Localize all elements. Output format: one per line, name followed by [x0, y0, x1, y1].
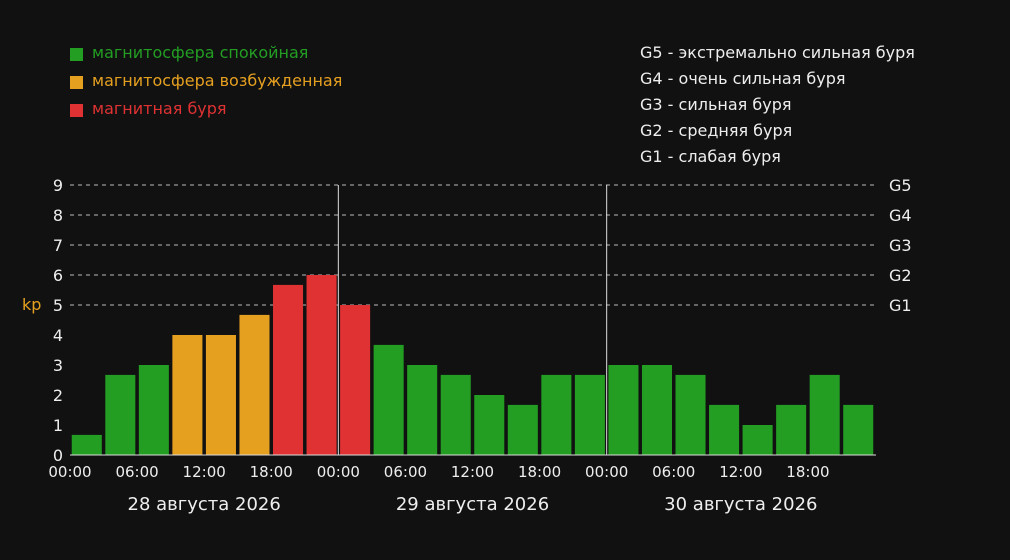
legend-label-calm: магнитосфера спокойная: [92, 43, 308, 62]
legend-swatch-storm: [70, 104, 83, 117]
kp-bar-18: [675, 374, 706, 455]
date-label-2: 30 августа 2026: [664, 494, 817, 515]
kp-bar-5: [239, 314, 270, 455]
y-tick-label-8: 8: [53, 206, 63, 225]
legend-label-excited: магнитосфера возбужденная: [92, 71, 342, 90]
storm-scale-g4: G4 - очень сильная буря: [640, 69, 846, 88]
kp-bar-17: [641, 365, 672, 455]
kp-bar-6: [273, 284, 304, 455]
storm-scale-g5: G5 - экстремально сильная буря: [640, 43, 915, 62]
kp-bar-21: [776, 404, 807, 455]
kp-bar-16: [608, 365, 639, 455]
kp-bar-14: [541, 374, 572, 455]
legend-item-storm: магнитная буря: [70, 99, 227, 118]
x-tick-label-5: 06:00: [384, 463, 427, 481]
x-tick-label-6: 12:00: [451, 463, 494, 481]
x-tick-label-2: 12:00: [183, 463, 226, 481]
y-tick-label-9: 9: [53, 176, 63, 195]
legend-swatch-calm: [70, 48, 83, 61]
storm-scale-g2: G2 - средняя буря: [640, 121, 792, 140]
g-level-label-g3: G3: [889, 236, 912, 255]
kp-bar-20: [742, 425, 773, 455]
x-tick-label-9: 06:00: [652, 463, 695, 481]
legend-item-calm: магнитосфера спокойная: [70, 43, 308, 62]
y-tick-label-2: 2: [53, 386, 63, 405]
kp-bar-11: [440, 374, 471, 455]
kp-bar-12: [474, 395, 505, 455]
x-tick-label-0: 00:00: [48, 463, 91, 481]
x-tick-label-8: 00:00: [585, 463, 628, 481]
storm-scale-list: G5 - экстремально сильная буря G4 - очен…: [640, 43, 915, 166]
x-tick-label-10: 12:00: [719, 463, 762, 481]
legend-swatch-excited: [70, 76, 83, 89]
kp-bar-22: [809, 374, 840, 455]
bars: [71, 275, 874, 455]
g-level-label-g5: G5: [889, 176, 912, 195]
kp-bar-19: [709, 404, 740, 455]
storm-scale-g1: G1 - слабая буря: [640, 147, 781, 166]
storm-scale-g3: G3 - сильная буря: [640, 95, 791, 114]
kp-bar-4: [205, 335, 236, 455]
kp-bar-13: [507, 404, 538, 455]
y-axis-label: kp: [22, 295, 41, 314]
y-tick-label-1: 1: [53, 416, 63, 435]
y-tick-label-7: 7: [53, 236, 63, 255]
x-tick-label-7: 18:00: [518, 463, 561, 481]
g-level-label-g2: G2: [889, 266, 912, 285]
y-tick-label-5: 5: [53, 296, 63, 315]
y-tick-label-3: 3: [53, 356, 63, 375]
legend-item-excited: магнитосфера возбужденная: [70, 71, 342, 90]
kp-bar-0: [71, 434, 102, 455]
y-tick-label-0: 0: [53, 446, 63, 465]
kp-bar-2: [138, 365, 169, 455]
kp-bar-7: [306, 275, 337, 455]
kp-bar-3: [172, 335, 203, 455]
g-level-label-g1: G1: [889, 296, 912, 315]
axis-labels: G5 G4 G3 G2 G1 0 1 2 3 4 5 6 7 8 9 kp 00:00 06:00 12:00 18:…: [22, 176, 912, 515]
x-tick-label-4: 00:00: [317, 463, 360, 481]
kp-bar-1: [105, 374, 136, 455]
x-tick-label-1: 06:00: [115, 463, 158, 481]
kp-bar-9: [373, 344, 404, 455]
kp-bar-15: [574, 374, 605, 455]
kp-bar-10: [407, 365, 438, 455]
x-tick-label-3: 18:00: [250, 463, 293, 481]
date-label-0: 28 августа 2026: [128, 494, 281, 515]
legend-area: магнитосфера спокойная магнитосфера возб…: [70, 43, 915, 166]
y-tick-label-6: 6: [53, 266, 63, 285]
g-level-label-g4: G4: [889, 206, 912, 225]
x-tick-label-11: 18:00: [786, 463, 829, 481]
axes: [70, 185, 876, 456]
date-label-1: 29 августа 2026: [396, 494, 549, 515]
kp-bar-8: [340, 305, 371, 455]
y-tick-label-4: 4: [53, 326, 63, 345]
grid-lines: [70, 184, 875, 306]
kp-bar-23: [843, 404, 874, 455]
legend-label-storm: магнитная буря: [92, 99, 227, 118]
